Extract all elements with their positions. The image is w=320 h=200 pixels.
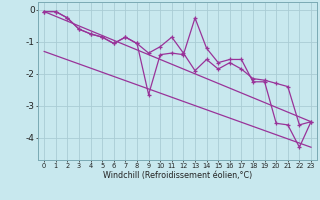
- X-axis label: Windchill (Refroidissement éolien,°C): Windchill (Refroidissement éolien,°C): [103, 171, 252, 180]
